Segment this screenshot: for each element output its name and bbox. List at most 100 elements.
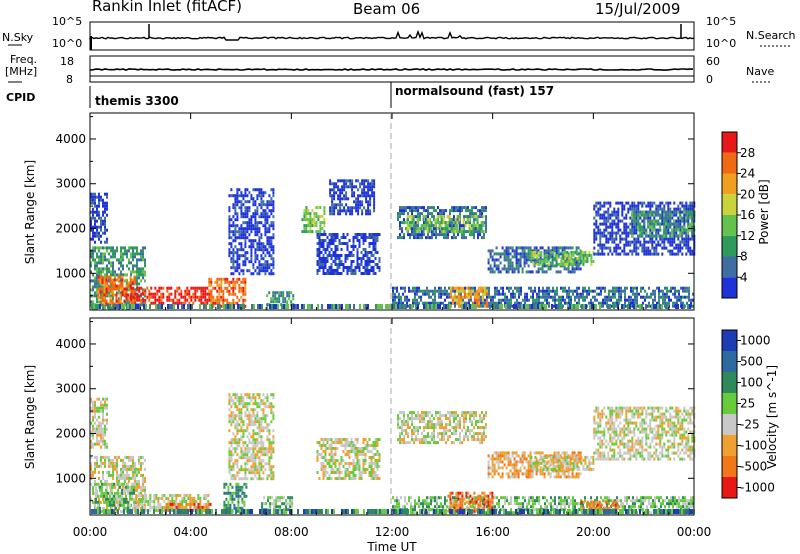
power-cell	[601, 222, 604, 226]
power-cell	[485, 209, 487, 213]
power-cell	[619, 240, 622, 244]
velocity-cell	[117, 503, 119, 507]
velocity-cell	[119, 491, 121, 495]
power-cell	[679, 228, 682, 232]
power-cell	[599, 207, 602, 211]
power-cell	[446, 289, 448, 293]
power-cell	[434, 298, 436, 302]
velocity-cell	[142, 455, 144, 459]
power-cell	[408, 224, 411, 228]
power-cell	[105, 287, 108, 291]
power-cell	[240, 280, 243, 284]
power-cell	[326, 248, 329, 251]
power-cell	[321, 221, 324, 225]
power-cell	[637, 219, 640, 223]
power-cell	[527, 255, 530, 259]
power-cell	[98, 270, 100, 274]
power-cell	[475, 295, 478, 299]
power-cell	[516, 286, 518, 290]
power-cell	[676, 295, 678, 299]
power-ground-cell	[169, 304, 171, 309]
power-cell	[593, 207, 596, 211]
power-cell	[467, 209, 469, 213]
velocity-cell	[94, 455, 96, 459]
power-cell	[240, 248, 243, 252]
power-cell	[556, 256, 559, 260]
power-cell	[603, 204, 606, 208]
power-cell	[611, 231, 614, 235]
power-cell	[260, 206, 263, 210]
power-cell	[338, 263, 341, 266]
power-cell	[463, 295, 466, 299]
power-cell	[188, 292, 191, 296]
power-cell	[366, 257, 369, 260]
power-cell	[651, 228, 654, 232]
power-cell	[322, 266, 325, 269]
velocity-cell	[130, 467, 132, 471]
velocity-cell	[115, 506, 117, 510]
velocity-cell	[95, 482, 97, 486]
power-cell	[422, 301, 424, 305]
power-cell	[174, 301, 177, 305]
power-cell	[322, 272, 325, 275]
power-cell	[662, 301, 664, 305]
power-cell	[346, 242, 349, 245]
power-cell	[270, 245, 273, 249]
power-cell	[330, 257, 333, 260]
power-cell	[490, 295, 492, 299]
velocity-cell	[126, 467, 128, 471]
power-cell	[323, 206, 326, 210]
power-cell	[128, 261, 130, 265]
power-cell	[677, 234, 680, 238]
power-cell	[479, 230, 481, 234]
power-cell	[363, 179, 366, 183]
power-cell	[613, 231, 616, 235]
power-cell	[258, 236, 261, 240]
power-cell	[575, 267, 578, 271]
power-cell	[252, 203, 255, 207]
power-ground-cell	[123, 304, 125, 309]
power-cell	[530, 295, 532, 299]
power-cell	[230, 224, 233, 228]
power-cell	[292, 294, 295, 298]
power-cell	[611, 237, 614, 241]
power-ground-cell	[427, 304, 429, 309]
power-cell	[546, 295, 548, 299]
velocity-cell	[104, 464, 106, 468]
power-cell	[528, 298, 530, 302]
power-cell	[469, 295, 472, 299]
power-cell	[94, 195, 96, 199]
power-cell	[372, 239, 375, 242]
power-cell	[108, 258, 110, 262]
power-cell	[108, 279, 110, 283]
power-ground-cell	[463, 304, 465, 309]
power-cell	[252, 245, 255, 249]
power-cell	[130, 286, 133, 290]
power-cell	[637, 225, 640, 229]
power-cell	[453, 295, 456, 299]
power-cell	[234, 209, 237, 213]
power-cell	[232, 194, 235, 198]
power-cell	[691, 201, 694, 205]
power-cell	[597, 228, 600, 232]
power-cell	[666, 301, 668, 305]
velocity-cell	[111, 503, 113, 507]
velocity-cell	[90, 397, 92, 401]
power-cell	[550, 289, 552, 293]
power-cell	[691, 225, 694, 229]
power-ground-cell	[635, 304, 637, 309]
power-cell	[352, 239, 355, 242]
power-cell	[444, 289, 446, 293]
velocity-cell	[142, 485, 144, 489]
power-cell	[548, 301, 550, 305]
power-cell	[318, 236, 321, 239]
power-cell	[668, 289, 670, 293]
velocity-cell	[113, 494, 115, 498]
power-cell	[370, 254, 373, 257]
power-cell	[671, 210, 674, 214]
power-cell	[634, 295, 636, 299]
power-cell	[97, 275, 100, 279]
power-cell	[132, 264, 134, 268]
power-cell	[676, 298, 678, 302]
power-cell	[343, 185, 346, 189]
